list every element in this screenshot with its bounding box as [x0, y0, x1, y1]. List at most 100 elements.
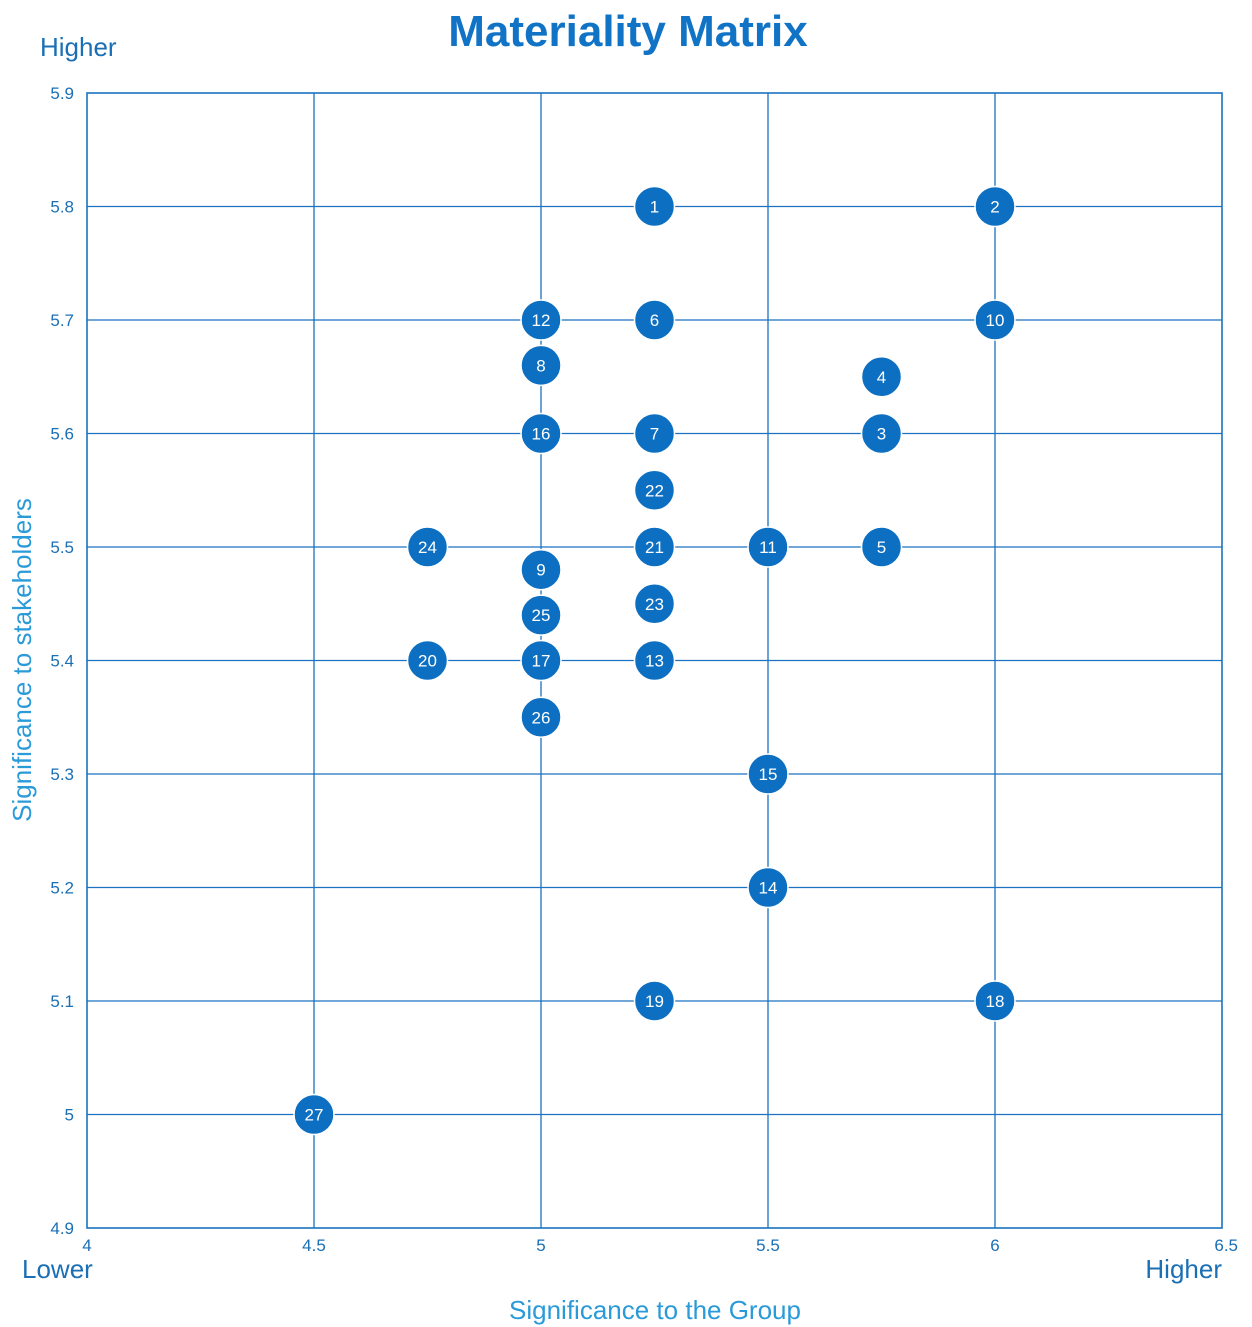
- data-point-6: 6: [633, 299, 676, 341]
- point-marker: [860, 412, 903, 455]
- point-label: 3: [877, 425, 886, 444]
- data-point-25: 25: [520, 594, 562, 636]
- data-point-20: 20: [406, 639, 449, 682]
- point-label: 19: [645, 992, 664, 1011]
- y-tick-label: 5.3: [50, 765, 74, 784]
- data-point-18: 18: [974, 980, 1016, 1022]
- point-label: 5: [877, 538, 886, 557]
- data-points: 1 234567891011121314151617181920212223242…: [293, 185, 1016, 1136]
- x-tick-label: 6: [990, 1236, 999, 1255]
- point-marker: [520, 548, 562, 591]
- point-marker: [633, 185, 676, 228]
- point-label: 26: [532, 708, 551, 727]
- point-marker: [520, 594, 562, 636]
- point-label: 8: [536, 356, 545, 375]
- data-point-13: 13: [633, 639, 676, 682]
- point-marker: [633, 639, 676, 682]
- data-point-5: 5: [860, 526, 903, 568]
- point-label: 14: [759, 879, 778, 898]
- data-point-22: 22: [633, 469, 676, 511]
- data-point-21: 21: [633, 526, 676, 568]
- point-marker: [974, 299, 1016, 341]
- data-point-8: 8: [520, 344, 562, 387]
- y-tick-label: 5.1: [50, 992, 74, 1011]
- y-tick-label: 5.5: [50, 538, 74, 557]
- x-tick-label: 4: [82, 1236, 91, 1255]
- point-marker: [633, 299, 676, 341]
- point-marker: [860, 356, 903, 398]
- point-marker: [520, 696, 562, 738]
- x-tick-label: 6.5: [1214, 1236, 1238, 1255]
- y-axis-title: Significance to stakeholders: [7, 498, 37, 822]
- y-tick-label: 5.6: [50, 425, 74, 444]
- point-label: 7: [650, 425, 659, 444]
- point-marker: [293, 1093, 335, 1136]
- point-marker: [633, 469, 676, 511]
- x-tick-label: 5: [536, 1236, 545, 1255]
- data-point-17: 17: [520, 639, 562, 682]
- point-label: 9: [536, 561, 545, 580]
- point-marker: [520, 299, 562, 341]
- point-label: 21: [645, 538, 664, 557]
- point-label: 15: [759, 765, 778, 784]
- point-marker: [860, 526, 903, 568]
- data-point-19: 19: [633, 980, 676, 1022]
- data-point-15: 15: [747, 753, 789, 795]
- y-tick-label: 4.9: [50, 1219, 74, 1238]
- x-tick-label: 5.5: [756, 1236, 780, 1255]
- data-point-9: 9: [520, 548, 562, 591]
- point-label: 22: [645, 481, 664, 500]
- point-label: 16: [532, 425, 551, 444]
- point-marker: [974, 980, 1016, 1022]
- point-label: 27: [305, 1106, 324, 1125]
- y-tick-label: 5.8: [50, 198, 74, 217]
- data-point-12: 12: [520, 299, 562, 341]
- data-point-1: 1: [633, 185, 676, 228]
- data-point-10: 10: [974, 299, 1016, 341]
- point-marker: [633, 412, 676, 455]
- data-point-27: 27: [293, 1093, 335, 1136]
- point-label: 24: [418, 538, 437, 557]
- point-marker: [633, 980, 676, 1022]
- data-point-11: 11: [747, 526, 789, 568]
- point-marker: [633, 583, 676, 625]
- y-tick-label: 5.4: [50, 652, 74, 671]
- data-point-2: 2: [974, 185, 1016, 228]
- point-marker: [747, 526, 789, 568]
- data-point-3: 3: [860, 412, 903, 455]
- point-marker: [406, 639, 449, 682]
- y-tick-label: 5.7: [50, 311, 74, 330]
- point-label: 12: [532, 311, 551, 330]
- data-point-7: 7: [633, 412, 676, 455]
- chart-title: Materiality Matrix: [448, 7, 808, 56]
- point-marker: [747, 866, 789, 909]
- point-label: 10: [986, 311, 1005, 330]
- data-point-4: 4: [860, 356, 903, 398]
- point-marker: [520, 639, 562, 682]
- point-marker: [747, 753, 789, 795]
- y-tick-label: 5.9: [50, 84, 74, 103]
- plot-frame: [86, 92, 1223, 1229]
- point-label: 17: [532, 652, 551, 671]
- x-axis-high-label: Higher: [1145, 1254, 1222, 1284]
- point-label: 6: [650, 311, 659, 330]
- point-label: 2: [990, 198, 999, 217]
- y-axis-high-label: Higher: [40, 32, 117, 62]
- x-tick-label: 4.5: [302, 1236, 326, 1255]
- y-tick-label: 5.2: [50, 879, 74, 898]
- point-label: 20: [418, 652, 437, 671]
- y-axis-ticks: 4.9 5 5.1 5.2 5.3 5.4 5.5 5.6 5.7 5.8 5.9: [50, 84, 74, 1238]
- point-label: 23: [645, 595, 664, 614]
- point-marker: [974, 185, 1016, 228]
- point-label: 13: [645, 652, 664, 671]
- point-marker: [520, 344, 562, 387]
- point-label: 11: [759, 538, 777, 557]
- point-label: 4: [877, 368, 886, 387]
- data-point-16: 16: [520, 412, 562, 455]
- point-marker: [520, 412, 562, 455]
- data-point-14: 14: [747, 866, 789, 909]
- y-tick-label: 5: [65, 1106, 74, 1125]
- point-label: 18: [986, 992, 1005, 1011]
- data-point-26: 26: [520, 696, 562, 738]
